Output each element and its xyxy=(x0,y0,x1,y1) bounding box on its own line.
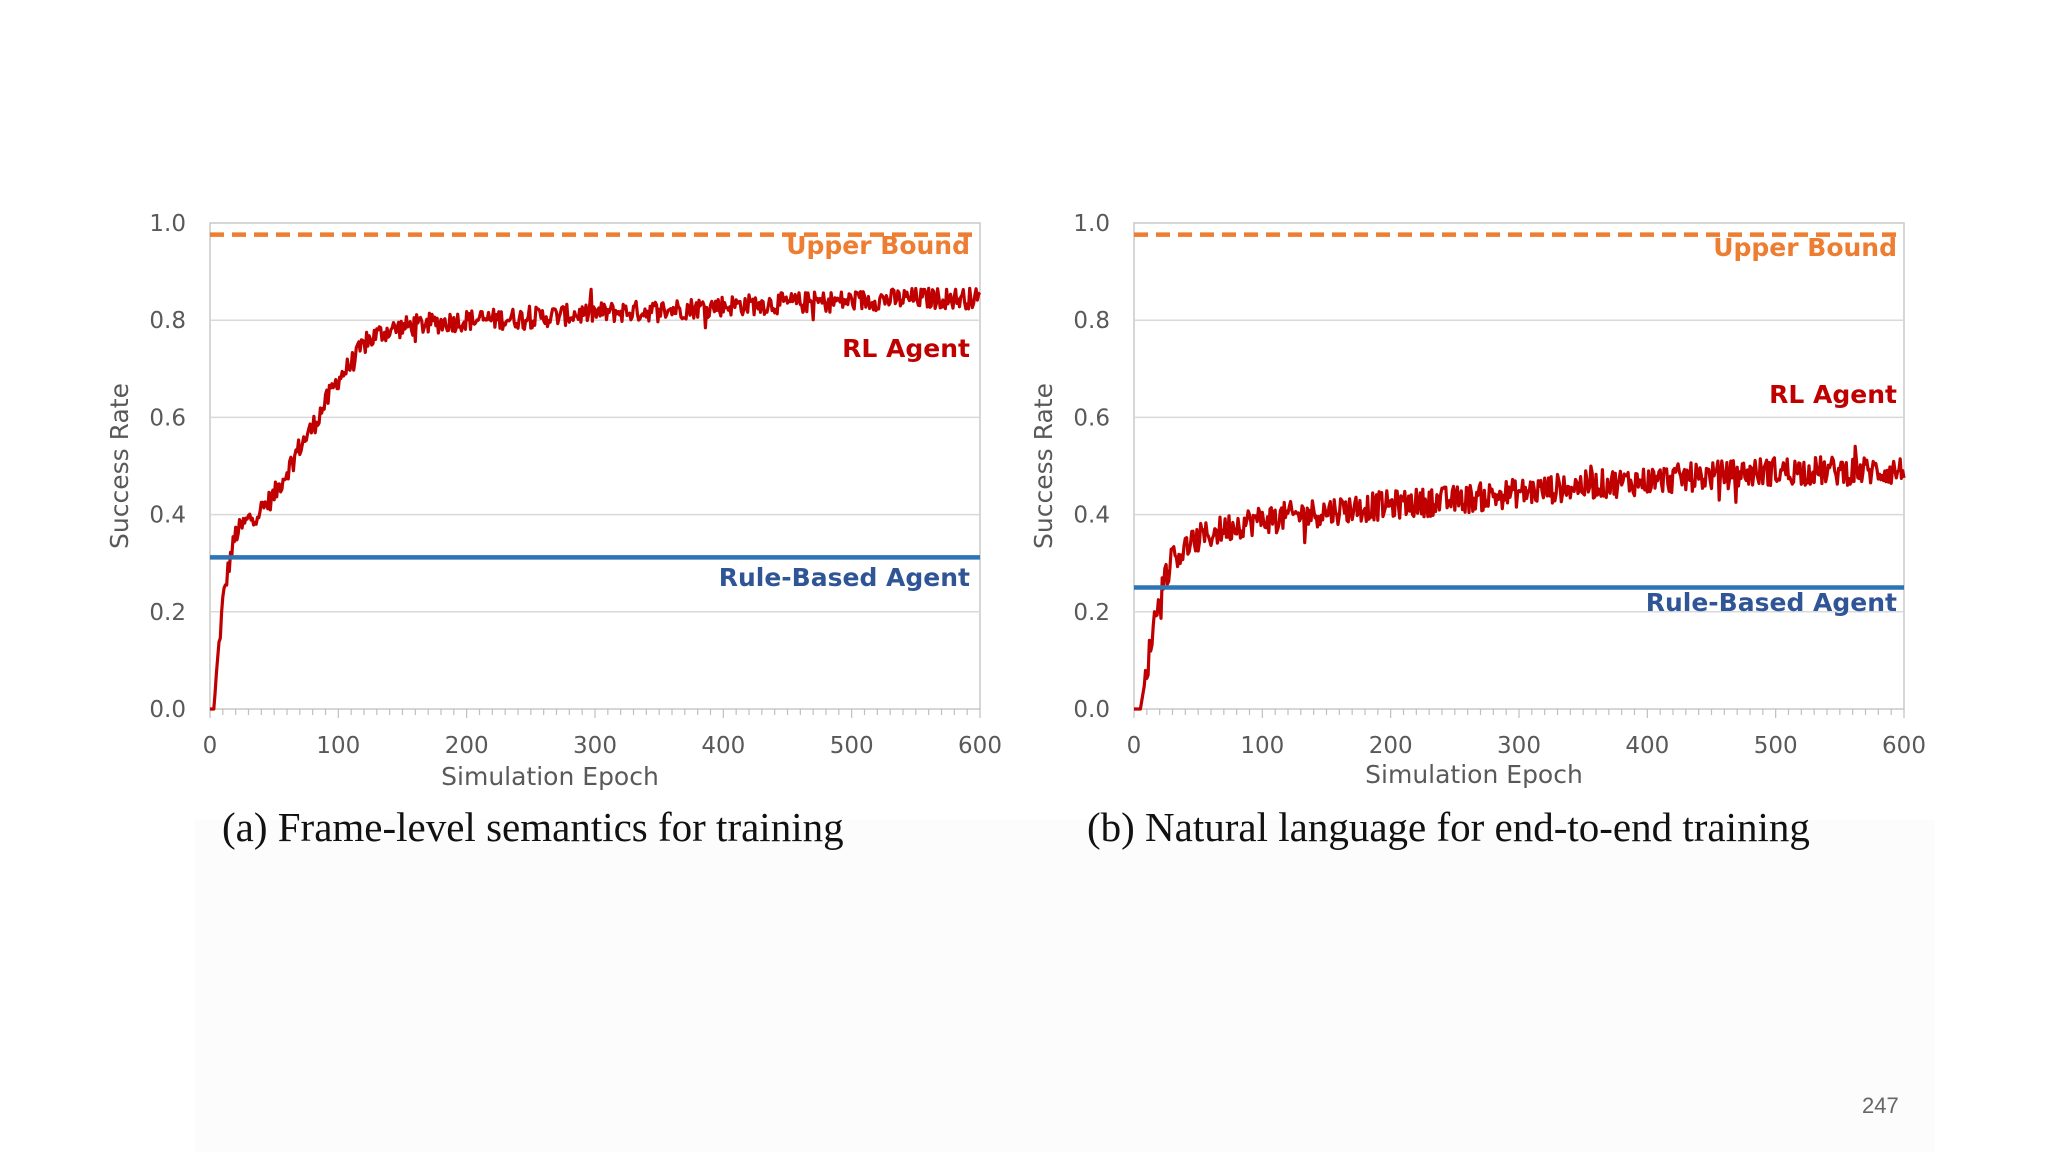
chart-a-x-tick-label-4: 400 xyxy=(701,733,745,759)
chart-b-x-tick-label-1: 100 xyxy=(1240,733,1284,759)
chart-b-x-tick-label-0: 0 xyxy=(1127,733,1142,759)
chart-b-y-tick-label-5: 1.0 xyxy=(1073,211,1110,237)
chart-b-upper-bound-label: Upper Bound xyxy=(1713,233,1897,262)
chart-a-upper-bound-label: Upper Bound xyxy=(786,231,970,260)
chart-b-y-tick-label-4: 0.8 xyxy=(1073,308,1110,334)
chart-a-y-tick-label-2: 0.4 xyxy=(149,503,186,529)
chart-a-x-tick-label-3: 300 xyxy=(573,733,617,759)
chart-a-y-tick-label-5: 1.0 xyxy=(149,211,186,237)
chart-a-x-tick-label-2: 200 xyxy=(445,733,489,759)
chart-a-rl-agent-label: RL Agent xyxy=(842,334,970,363)
chart-b-y-tick-label-1: 0.2 xyxy=(1073,600,1110,626)
chart-b-rule-based-agent-label: Rule-Based Agent xyxy=(1646,588,1897,617)
chart-a-y-tick-label-1: 0.2 xyxy=(149,600,186,626)
chart-a-x-tick-label-6: 600 xyxy=(958,733,1002,759)
chart-a-x-tick-label-0: 0 xyxy=(203,733,218,759)
slide-background xyxy=(195,820,1935,1152)
chart-a-y-tick-label-0: 0.0 xyxy=(149,697,186,723)
chart-a-x-tick-label-5: 500 xyxy=(830,733,874,759)
chart-a-series-rl-agent-line xyxy=(209,286,982,711)
page-number: 247 xyxy=(1862,1093,1899,1118)
chart-b-y-axis-title: Success Rate xyxy=(1029,383,1058,549)
chart-a-rule-based-agent-label: Rule-Based Agent xyxy=(719,563,970,592)
chart-b-x-tick-label-2: 200 xyxy=(1369,733,1413,759)
chart-b-x-tick-label-5: 500 xyxy=(1754,733,1798,759)
chart-a-x-axis-title: Simulation Epoch xyxy=(441,762,659,791)
chart-b-series-rl-agent-line xyxy=(1133,444,1906,711)
chart-b-y-tick-label-0: 0.0 xyxy=(1073,697,1110,723)
chart-b-y-tick-label-2: 0.4 xyxy=(1073,503,1110,529)
chart-b-x-tick-label-4: 400 xyxy=(1625,733,1669,759)
chart-b-y-tick-label-3: 0.6 xyxy=(1073,405,1110,431)
chart-b-rl-agent-label: RL Agent xyxy=(1769,380,1897,409)
chart-b-x-tick-label-3: 300 xyxy=(1497,733,1541,759)
caption-a: (a) Frame-level semantics for training xyxy=(222,804,844,850)
chart-b-x-tick-label-6: 600 xyxy=(1882,733,1926,759)
chart-a-y-axis-title: Success Rate xyxy=(105,383,134,549)
chart-a-y-tick-label-4: 0.8 xyxy=(149,308,186,334)
chart-a-x-tick-label-1: 100 xyxy=(316,733,360,759)
chart-a-y-tick-label-3: 0.6 xyxy=(149,405,186,431)
caption-b: (b) Natural language for end-to-end trai… xyxy=(1087,804,1810,850)
chart-b-x-axis-title: Simulation Epoch xyxy=(1365,760,1583,789)
